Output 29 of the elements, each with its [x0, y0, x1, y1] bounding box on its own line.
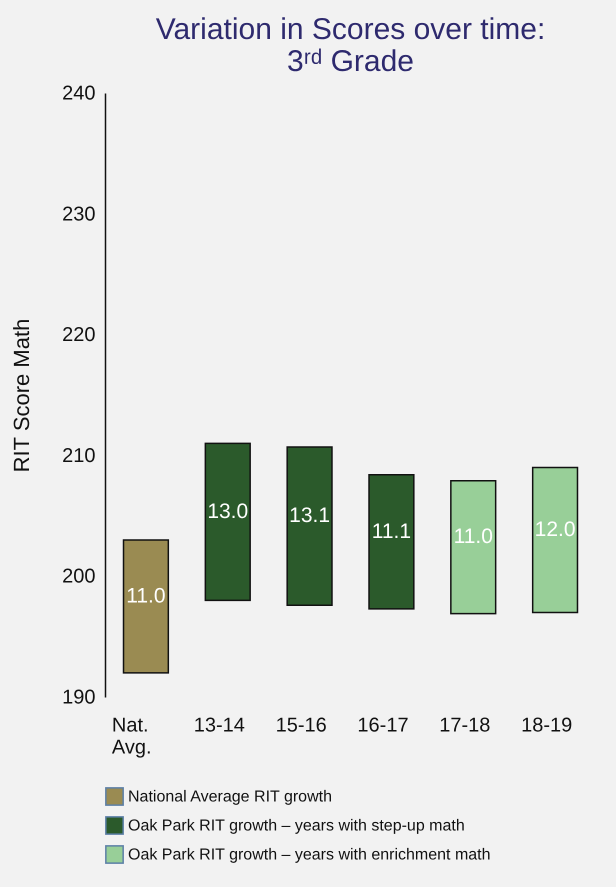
bar — [368, 474, 415, 610]
bar — [122, 539, 170, 674]
x-tick-label: 13-14 — [194, 714, 245, 736]
x-tick-label: 15-16 — [276, 714, 327, 736]
y-axis-title: RIT Score Math — [9, 318, 34, 472]
y-tick-label: 210 — [62, 444, 96, 467]
chart-title: Variation in Scores over time: 3ʳᵈ Grade — [156, 13, 546, 78]
y-tick-label: 220 — [62, 324, 96, 346]
legend-label: National Average RIT growth — [128, 788, 332, 806]
y-tick-label: 190 — [62, 686, 96, 708]
data-label: 11.0 — [454, 525, 493, 548]
bar — [204, 442, 251, 602]
y-tick-label: 230 — [62, 203, 96, 226]
data-label: 11.1 — [372, 520, 412, 543]
x-tick-label: 16-17 — [357, 714, 409, 736]
data-label: 13.0 — [207, 500, 248, 523]
bar — [286, 446, 333, 606]
legend-label: Oak Park RIT growth – years with step-up math — [128, 818, 465, 834]
data-label: 11.0 — [126, 584, 166, 608]
data-label: 12.0 — [534, 518, 576, 541]
legend-label: Oak Park RIT growth – years with enrichment math — [128, 846, 491, 864]
x-tick-label: 17-18 — [439, 714, 490, 736]
x-tick-label: Nat. Avg. — [112, 714, 152, 758]
y-tick-label: 200 — [62, 566, 96, 588]
bar — [450, 480, 496, 614]
data-label: 13.1 — [289, 504, 330, 528]
y-tick-label: 240 — [62, 82, 96, 104]
x-tick-label: 18-19 — [521, 714, 572, 736]
bar — [532, 466, 578, 614]
